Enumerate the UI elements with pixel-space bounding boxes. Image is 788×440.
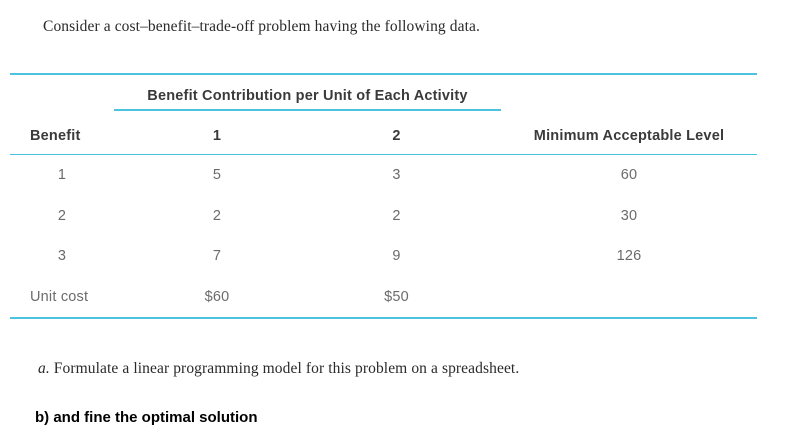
column-header-row: Benefit 1 2 Minimum Acceptable Level — [10, 111, 757, 155]
table-row: 3 7 9 126 — [10, 236, 757, 277]
table-cell: 2 — [57, 207, 67, 224]
span-header-row: Benefit Contribution per Unit of Each Ac… — [10, 75, 757, 111]
table-cell: 9 — [392, 248, 401, 265]
question-a-text: Formulate a linear programming model for… — [49, 360, 520, 377]
table-row-unit-cost: Unit cost $60 $50 — [10, 277, 757, 318]
table-cell: 30 — [620, 207, 638, 224]
table-cell: $50 — [384, 288, 409, 305]
intro-text: Consider a cost–benefit–trade-off proble… — [43, 18, 480, 35]
table-cell: 60 — [620, 167, 638, 184]
question-a-label: a. — [38, 360, 50, 377]
span-header-label: Benefit Contribution per Unit of Each Ac… — [114, 88, 501, 111]
table-cell: 3 — [57, 248, 67, 265]
cost-benefit-table: Benefit Contribution per Unit of Each Ac… — [10, 73, 757, 319]
question-a: a. Formulate a linear programming model … — [38, 360, 519, 378]
column-header-activity-1: 1 — [212, 127, 222, 144]
table-cell: 2 — [392, 207, 401, 224]
column-header-benefit: Benefit — [30, 127, 81, 144]
table-cell: 3 — [392, 167, 401, 184]
table-cell-unit-cost-label: Unit cost — [30, 288, 89, 305]
table-cell: $60 — [204, 288, 230, 305]
question-b: b) and fine the optimal solution — [35, 409, 258, 426]
table-cell: 1 — [57, 167, 67, 184]
table-row: 1 5 3 60 — [10, 155, 757, 196]
table-row: 2 2 2 30 — [10, 196, 757, 237]
table-cell: 2 — [212, 207, 222, 224]
table-cell: 126 — [616, 248, 642, 265]
table-cell: 7 — [212, 248, 222, 265]
column-header-minimum-acceptable-level: Minimum Acceptable Level — [533, 127, 725, 144]
column-header-activity-2: 2 — [392, 127, 401, 144]
table-cell: 5 — [212, 167, 222, 184]
